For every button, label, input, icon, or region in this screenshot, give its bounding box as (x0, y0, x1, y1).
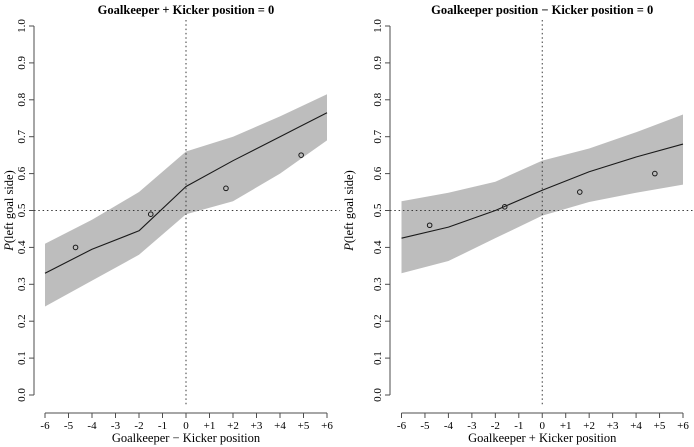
y-tick-label: 0.2 (16, 314, 28, 328)
x-tick-label: -5 (64, 420, 74, 432)
y-tick-label: 0.9 (16, 56, 28, 70)
x-tick-label: -3 (467, 420, 477, 432)
x-tick-label: +3 (251, 420, 263, 432)
x-tick-label: +2 (583, 420, 595, 432)
y-tick-label: 0.7 (372, 129, 384, 143)
x-tick-label: -2 (134, 420, 143, 432)
y-tick-label: 0.8 (16, 92, 28, 106)
x-tick-label: -4 (444, 420, 454, 432)
data-point (576, 189, 583, 195)
x-tick-label: -2 (491, 420, 500, 432)
data-point (501, 204, 508, 210)
x-tick-label: +1 (204, 420, 216, 432)
chart-panel-left: 0.0 0.1 0.2 0.3 0.4 0.5 0.6 0.7 0.8 0.9 1.0 -6 -5 -4 -… (2, 3, 340, 445)
confidence-band (45, 94, 327, 307)
x-tick-label: +4 (274, 420, 286, 432)
x-tick-label: -1 (158, 420, 167, 432)
data-point (72, 244, 79, 251)
data-point (426, 222, 433, 229)
x-tick-label: -4 (87, 420, 97, 432)
x-tick-label: +1 (560, 420, 572, 432)
y-tick-label: 1.0 (372, 19, 384, 33)
y-tick-label: 0.6 (16, 166, 28, 180)
y-tick-label: 1.0 (16, 19, 28, 33)
y-tick-label: 0.8 (372, 92, 384, 106)
y-axis-label: P(left goal side) (342, 170, 356, 252)
x-tick-label: -1 (514, 420, 523, 432)
y-tick-label: 0.1 (372, 351, 384, 365)
x-tick-label: -6 (40, 420, 50, 432)
y-tick-label: 0.7 (16, 129, 28, 143)
y-tick-label: 0.9 (372, 56, 384, 70)
y-tick-label: 0.3 (372, 277, 384, 291)
y-tick-label: 0.6 (372, 166, 384, 180)
x-tick-label: 0 (183, 420, 189, 432)
x-tick-label: +3 (607, 420, 619, 432)
regression-line (44, 112, 328, 274)
y-tick-label: 0.5 (372, 203, 384, 217)
x-tick-label: +4 (630, 420, 642, 432)
y-tick-label: 0.4 (16, 240, 28, 254)
x-tick-label: +2 (227, 420, 239, 432)
x-axis-label: Goalkeeper − Kicker position (112, 431, 261, 445)
x-tick-label: +6 (677, 420, 689, 432)
y-tick-label: 0.2 (372, 314, 384, 328)
x-tick-label: -3 (111, 420, 121, 432)
x-tick-label: +5 (298, 420, 310, 432)
chart-panel-right: 0.0 0.1 0.2 0.3 0.4 0.5 0.6 0.7 0.8 0.9 1.0 -6 -5 -4 -… (342, 3, 694, 445)
y-axis-label: P(left goal side) (2, 170, 16, 252)
x-tick-label: -6 (397, 420, 407, 432)
y-tick-label: 0.5 (16, 203, 28, 217)
chart-title: Goalkeeper position − Kicker position = … (431, 3, 653, 17)
x-tick-label: 0 (540, 420, 546, 432)
chart-title: Goalkeeper + Kicker position = 0 (98, 3, 275, 17)
x-axis-label: Goalkeeper + Kicker position (468, 431, 617, 445)
y-tick-label: 0.0 (16, 388, 28, 402)
y-tick-label: 0.3 (16, 277, 28, 291)
confidence-band (401, 114, 683, 274)
y-tick-label: 0.4 (372, 240, 384, 254)
y-tick-label: 0.1 (16, 351, 28, 365)
data-point (223, 185, 229, 192)
data-point (298, 152, 304, 158)
data-point (147, 211, 154, 217)
x-tick-label: -5 (420, 420, 430, 432)
regression-line (401, 143, 684, 239)
y-tick-label: 0.0 (372, 388, 384, 402)
data-point (652, 170, 658, 177)
x-tick-label: +5 (654, 420, 666, 432)
x-tick-label: +6 (321, 420, 333, 432)
